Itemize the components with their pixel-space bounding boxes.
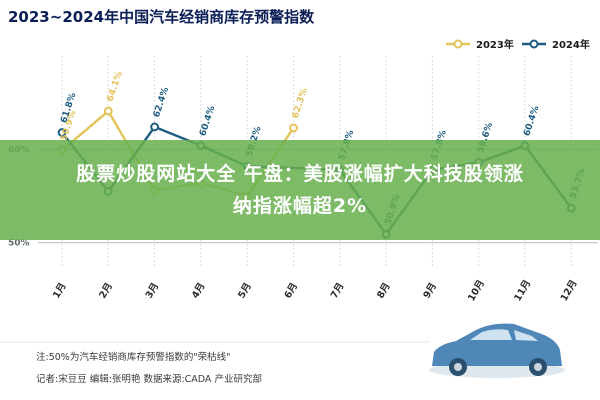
data-label: 62.3% bbox=[291, 87, 310, 120]
x-tick-label: 1月 bbox=[51, 281, 69, 300]
data-label: 64.1% bbox=[106, 70, 125, 103]
x-axis-ticks: 1月 2月 3月 4月 5月 6月 7月 8月 9月 10月 11月 12月 bbox=[51, 278, 580, 303]
headline-line-1: 股票炒股网站大全 午盘：美股涨幅扩大科技股领涨 bbox=[76, 163, 524, 185]
car-window-front bbox=[470, 329, 512, 340]
x-tick-label: 11月 bbox=[512, 278, 533, 303]
data-point bbox=[57, 128, 67, 137]
x-tick-label: 8月 bbox=[375, 281, 393, 300]
x-tick-label: 9月 bbox=[421, 281, 439, 300]
x-tick-label: 12月 bbox=[559, 278, 580, 303]
data-point bbox=[103, 106, 113, 116]
x-tick-label: 7月 bbox=[329, 281, 347, 300]
car-hubcap-rear bbox=[534, 363, 542, 371]
legend-item-2024: 2024年 bbox=[522, 38, 590, 51]
legend-label-2023: 2023年 bbox=[476, 38, 514, 51]
x-tick-label: 10月 bbox=[466, 278, 487, 303]
legend-label-2024: 2024年 bbox=[552, 38, 590, 51]
footer-note: 注:50%为汽车经销商库存预警指数的"荣枯线" bbox=[36, 351, 231, 363]
x-tick-label: 2月 bbox=[97, 281, 115, 300]
chart-title: 2023~2024年中国汽车经销商库存预警指数 bbox=[8, 8, 315, 26]
x-tick-label: 6月 bbox=[283, 281, 301, 300]
watermark-right: @21世纪经济报道 bbox=[470, 379, 561, 393]
car-hubcap-front bbox=[454, 363, 462, 371]
car-illustration bbox=[429, 323, 565, 378]
x-tick-label: 5月 bbox=[236, 281, 254, 300]
data-point bbox=[150, 122, 160, 132]
data-label: 62.4% bbox=[152, 86, 171, 119]
x-tick-label: 3月 bbox=[144, 281, 162, 300]
reference-label: 50% bbox=[8, 239, 30, 249]
watermark-left: @XXX大学黄金 bbox=[262, 379, 340, 393]
data-point bbox=[289, 123, 298, 133]
footer-credits: 记者:宋豆豆 编辑:张明艳 数据来源:CADA 产业研究部 bbox=[36, 373, 262, 385]
car-body bbox=[432, 323, 562, 366]
legend-marker-2024 bbox=[529, 39, 539, 49]
legend: 2023年 2024年 bbox=[446, 38, 590, 51]
x-tick-label: 4月 bbox=[190, 281, 208, 300]
legend-marker-2023 bbox=[453, 39, 463, 49]
headline-line-2: 纳指涨幅超2% bbox=[232, 195, 368, 217]
headline-banner[interactable]: 股票炒股网站大全 午盘：美股涨幅扩大科技股领涨 纳指涨幅超2% bbox=[0, 140, 600, 240]
car-window-rear bbox=[514, 330, 538, 341]
legend-item-2023: 2023年 bbox=[446, 38, 514, 51]
